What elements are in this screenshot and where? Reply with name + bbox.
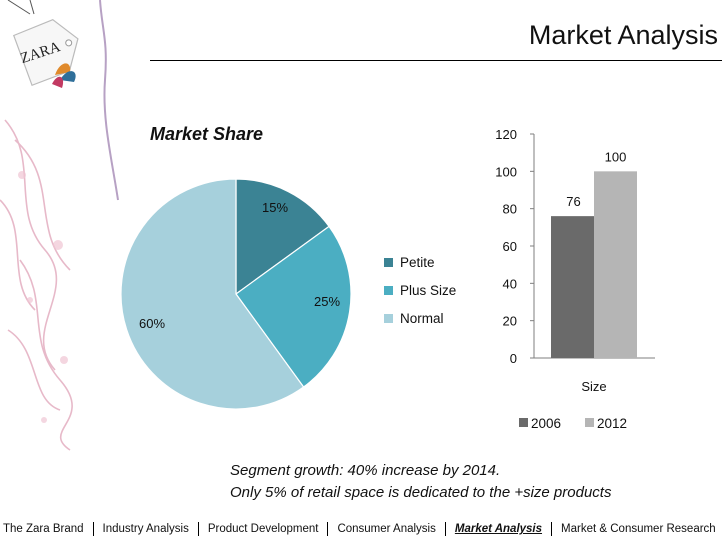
pie-chart: 15% 25% 60% (120, 178, 352, 410)
nav-item-market-consumer-research[interactable]: Market & Consumer Research (561, 523, 716, 535)
bar-2012 (594, 171, 637, 358)
floral-decoration (0, 0, 119, 451)
y-tick-label: 0 (510, 351, 517, 366)
pie-slice-plus-size (235, 225, 352, 388)
caption-line-1: Segment growth: 40% increase by 2014. (230, 462, 501, 479)
nav-item-consumer-analysis[interactable]: Consumer Analysis (328, 522, 446, 536)
bar-chart: 0 20 40 60 80 100 120 76 100 Size 2006 2012 (495, 127, 655, 431)
legend-label: Plus Size (400, 283, 456, 298)
y-tick-label: 20 (503, 314, 517, 329)
bar-legend-label: 2006 (531, 416, 561, 431)
legend-label: Petite (400, 255, 435, 270)
bottom-nav: The Zara Brand Industry Analysis Product… (0, 518, 728, 540)
y-tick-label: 120 (495, 127, 517, 142)
y-tick-label: 40 (503, 276, 517, 291)
y-tick-label: 100 (495, 164, 517, 179)
bar-2006 (551, 216, 594, 358)
title-underline (150, 60, 722, 61)
pie-slice-normal (120, 178, 305, 410)
legend-swatch (384, 258, 393, 267)
x-category-label: Size (581, 379, 606, 394)
bar-legend-swatch (519, 418, 528, 427)
pie-chart-title: Market Share (150, 124, 264, 144)
pie-data-label: 15% (262, 200, 288, 215)
pie-data-label: 25% (314, 294, 340, 309)
zara-logo: ZARA (7, 0, 79, 88)
nav-item-product-development[interactable]: Product Development (199, 522, 329, 536)
nav-item-industry-analysis[interactable]: Industry Analysis (94, 522, 199, 536)
bar-legend-swatch (585, 418, 594, 427)
caption: Segment growth: 40% increase by 2014. On… (230, 460, 611, 504)
caption-line-2: Only 5% of retail space is dedicated to … (230, 484, 612, 501)
legend-swatch (384, 314, 393, 323)
pie-slice-petite (235, 178, 330, 296)
bar-data-label: 100 (605, 149, 627, 164)
legend-label: Normal (400, 311, 444, 326)
bar-legend-label: 2012 (597, 416, 627, 431)
pie-data-label: 60% (139, 316, 165, 331)
bar-data-label: 76 (566, 194, 580, 209)
logo-swirl-icon (52, 63, 76, 88)
legend-swatch (384, 286, 393, 295)
nav-item-market-analysis[interactable]: Market Analysis (446, 522, 553, 536)
pie-legend: Petite Plus Size Normal (384, 255, 456, 326)
nav-item-zara-brand[interactable]: The Zara Brand (0, 522, 94, 536)
y-tick-label: 80 (503, 202, 517, 217)
y-tick-label: 60 (503, 239, 517, 254)
slide-title: Market Analysis (528, 20, 718, 50)
